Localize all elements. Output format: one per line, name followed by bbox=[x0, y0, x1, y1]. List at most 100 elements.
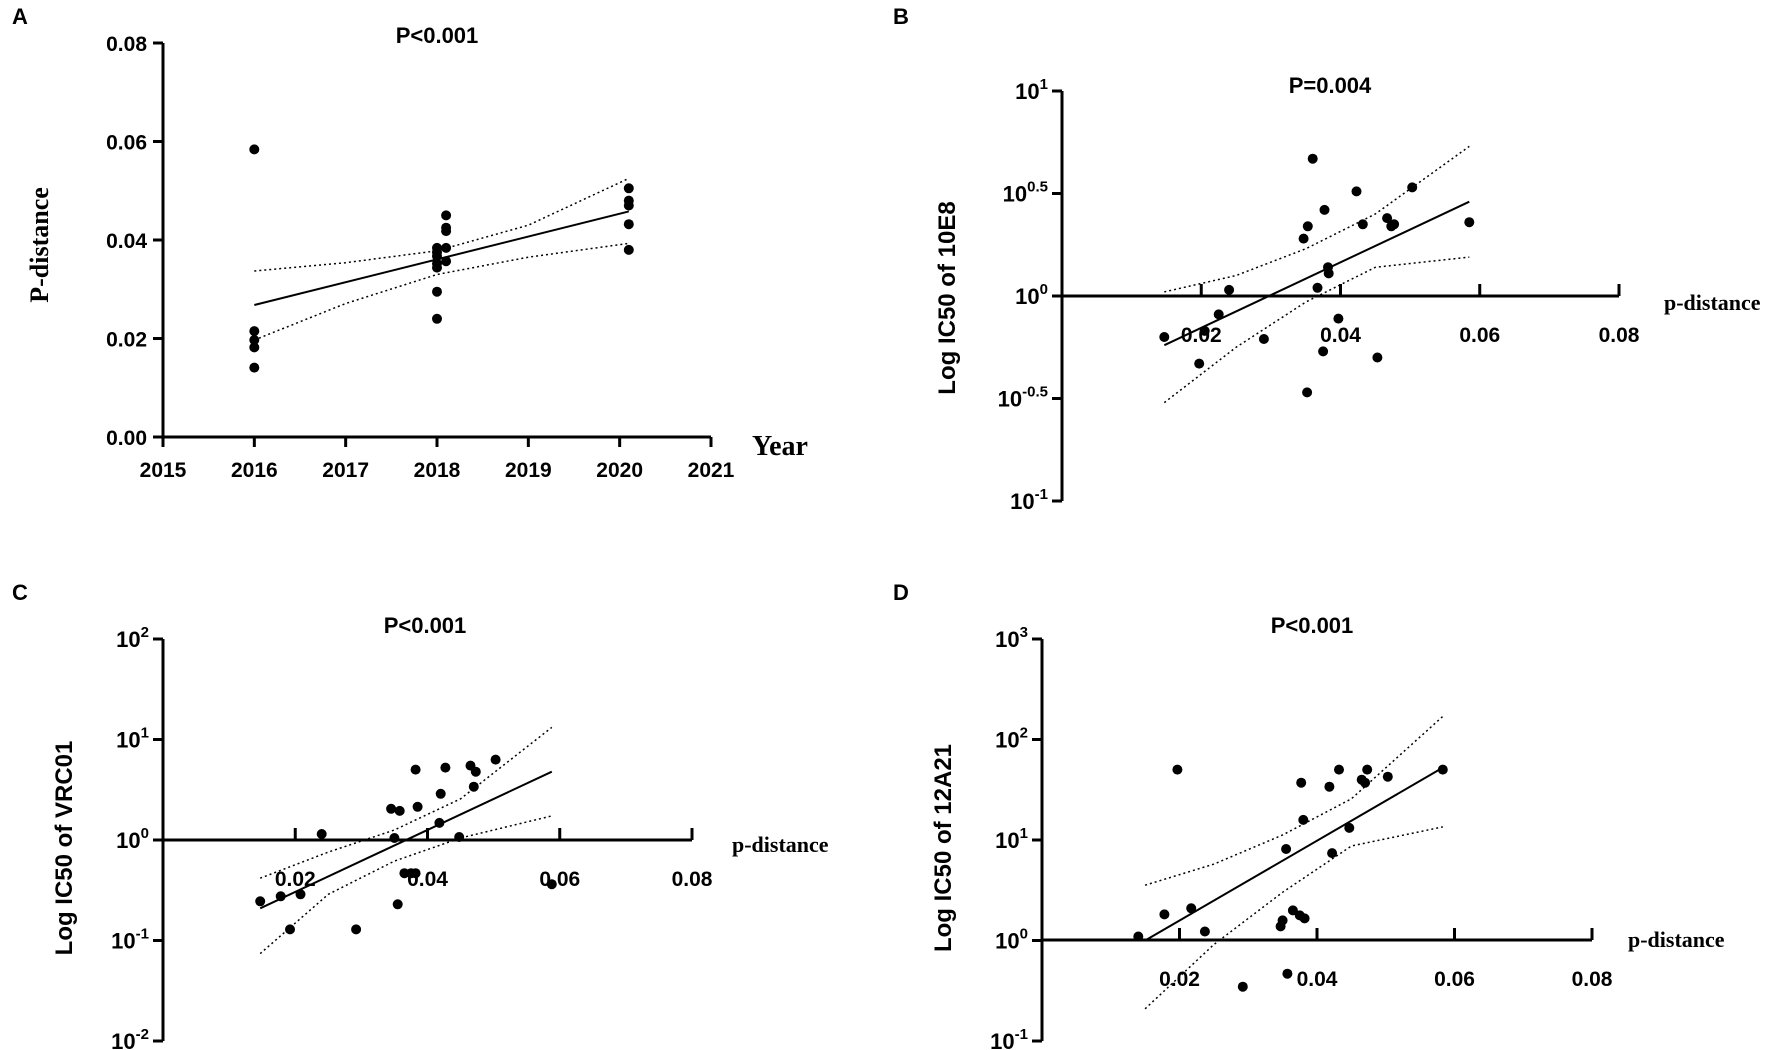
panel-d-data-point bbox=[1287, 905, 1298, 916]
panel-b-title: P=0.004 bbox=[1289, 73, 1372, 98]
panel-c-data-point bbox=[468, 781, 479, 792]
panel-d-data-point bbox=[1159, 909, 1170, 920]
panel-b-data-point bbox=[1224, 284, 1235, 295]
panel-a-x-tick-label: 2018 bbox=[414, 459, 461, 482]
panel-a-x-tick-label: 2021 bbox=[688, 459, 735, 482]
panel-d-data-point bbox=[1186, 903, 1197, 914]
panel-d-data-point bbox=[1298, 814, 1309, 825]
panel-c-ci-upper bbox=[259, 726, 553, 879]
panel-a-x-tick-label: 2020 bbox=[596, 459, 643, 482]
panel-b-data-point bbox=[1323, 268, 1334, 279]
panel-b-data-point bbox=[1318, 346, 1329, 357]
panel-d-title: P<0.001 bbox=[1271, 613, 1354, 638]
panel-a-data-point bbox=[249, 362, 260, 373]
panel-b-x-tick-label: 0.04 bbox=[1320, 324, 1361, 347]
panel-b-data-point bbox=[1372, 352, 1383, 363]
panel-a-xlabel: Year bbox=[752, 431, 808, 462]
panel-b-data-point bbox=[1389, 219, 1400, 230]
panel-a-x-tick-label: 2016 bbox=[231, 459, 278, 482]
panel-a-y-tick-label: 0.00 bbox=[106, 427, 147, 450]
panel-b-data-point bbox=[1382, 213, 1393, 224]
panel-b-data-point bbox=[1357, 219, 1368, 230]
panel-a-data-point bbox=[249, 342, 260, 353]
panel-d-ylabel: Log IC50 of 12A21 bbox=[930, 744, 957, 952]
panel-d-data-point bbox=[1360, 777, 1371, 788]
panel-c-data-point bbox=[410, 868, 421, 879]
panel-d-x-tick-label: 0.06 bbox=[1434, 968, 1475, 991]
panel-c-data-point bbox=[410, 764, 421, 775]
panel-d-data-point bbox=[1237, 981, 1248, 992]
panel-d-x-tick-label: 0.02 bbox=[1159, 968, 1200, 991]
panel-c-data-point bbox=[389, 833, 400, 843]
panel-d-data-point bbox=[1199, 926, 1210, 937]
panel-a-ylabel: P-distance bbox=[25, 187, 54, 303]
panel-c-data-point bbox=[490, 754, 501, 765]
panel-d-data-point bbox=[1282, 968, 1293, 979]
panel-a-letter: A bbox=[12, 4, 28, 29]
panel-b-regression-line bbox=[1163, 200, 1470, 347]
panel-c-data-point bbox=[316, 829, 327, 839]
panel-b-data-point bbox=[1407, 182, 1418, 193]
panel-a-data-point bbox=[249, 335, 260, 345]
panel-d-data-point bbox=[1344, 822, 1355, 833]
panel-a-x-tick-label: 2015 bbox=[140, 459, 187, 482]
panel-c-data-point bbox=[434, 817, 445, 828]
panel-c-data-point bbox=[546, 879, 557, 890]
panel-c-data-point bbox=[255, 896, 266, 907]
panel-b-data-point bbox=[1298, 233, 1309, 244]
panel-b-data-point bbox=[1199, 325, 1210, 336]
panel-c-data-point bbox=[285, 924, 295, 935]
panel-c-data-point bbox=[392, 899, 403, 910]
panel-b-xlabel: p-distance bbox=[1664, 290, 1761, 315]
panel-c-y-tick-label: 10-1 bbox=[111, 926, 149, 954]
panel-c-xlabel: p-distance bbox=[732, 832, 829, 857]
panel-a-y-tick-label: 0.02 bbox=[106, 329, 147, 352]
panel-d-y-tick-label: 101 bbox=[995, 825, 1028, 853]
panel-b-letter: B bbox=[893, 4, 909, 29]
panel-d-data-point bbox=[1437, 764, 1448, 775]
panel-d-data-point bbox=[1362, 764, 1373, 775]
panel-c-data-point bbox=[295, 889, 306, 900]
panel-c-x-tick-label: 0.08 bbox=[672, 868, 713, 891]
panel-c-data-point bbox=[394, 805, 405, 816]
panel-d-data-point bbox=[1277, 915, 1288, 926]
panel-c-y-tick-label: 100 bbox=[116, 825, 149, 853]
panel-a-title: P<0.001 bbox=[396, 23, 479, 48]
panel-b-data-point bbox=[1333, 313, 1344, 324]
panel-a-data-point bbox=[441, 256, 452, 267]
panel-a-data-point bbox=[623, 244, 634, 255]
panel-b-x-tick-label: 0.06 bbox=[1459, 324, 1500, 347]
panel-a-y-tick-label: 0.06 bbox=[106, 132, 147, 155]
panel-d-data-point bbox=[1296, 777, 1307, 788]
panel-b-ci-lower bbox=[1163, 256, 1470, 404]
panel-d-data-point bbox=[1327, 848, 1338, 859]
panel-c-data-point bbox=[412, 801, 423, 812]
panel-d-x-tick-label: 0.04 bbox=[1297, 968, 1338, 991]
panel-c-y-tick-label: 101 bbox=[116, 725, 149, 753]
panel-d-data-point bbox=[1299, 913, 1310, 924]
panel-a-y-tick-label: 0.04 bbox=[106, 230, 147, 253]
panel-b-data-point bbox=[1307, 153, 1318, 164]
panel-c-data-point bbox=[435, 788, 446, 799]
panel-d-letter: D bbox=[893, 580, 909, 605]
panel-a-data-point bbox=[249, 326, 260, 337]
panel-b-x-tick-label: 0.08 bbox=[1599, 324, 1640, 347]
panel-a-data-point bbox=[623, 219, 634, 230]
panel-b-data-point bbox=[1194, 358, 1205, 369]
panel-b-data-point bbox=[1159, 332, 1170, 342]
panel-c-data-point bbox=[440, 762, 451, 773]
panel-d-data-point bbox=[1133, 931, 1144, 942]
panel-d-y-tick-label: 103 bbox=[995, 624, 1028, 652]
panel-b-data-point bbox=[1302, 387, 1313, 398]
panel-b-data-point bbox=[1213, 309, 1224, 320]
panel-a-data-point bbox=[432, 262, 442, 273]
panel-d-ci-upper bbox=[1144, 715, 1444, 886]
panel-b-y-tick-label: 10-1 bbox=[1010, 486, 1048, 514]
panel-a-y-tick-label: 0.08 bbox=[106, 33, 147, 56]
panel-a-x-tick-label: 2017 bbox=[322, 459, 369, 482]
panel-a-data-point bbox=[432, 251, 442, 262]
panel-a-data-point bbox=[441, 226, 452, 237]
panel-d-data-point bbox=[1334, 764, 1344, 775]
panel-c-data-point bbox=[454, 832, 465, 842]
